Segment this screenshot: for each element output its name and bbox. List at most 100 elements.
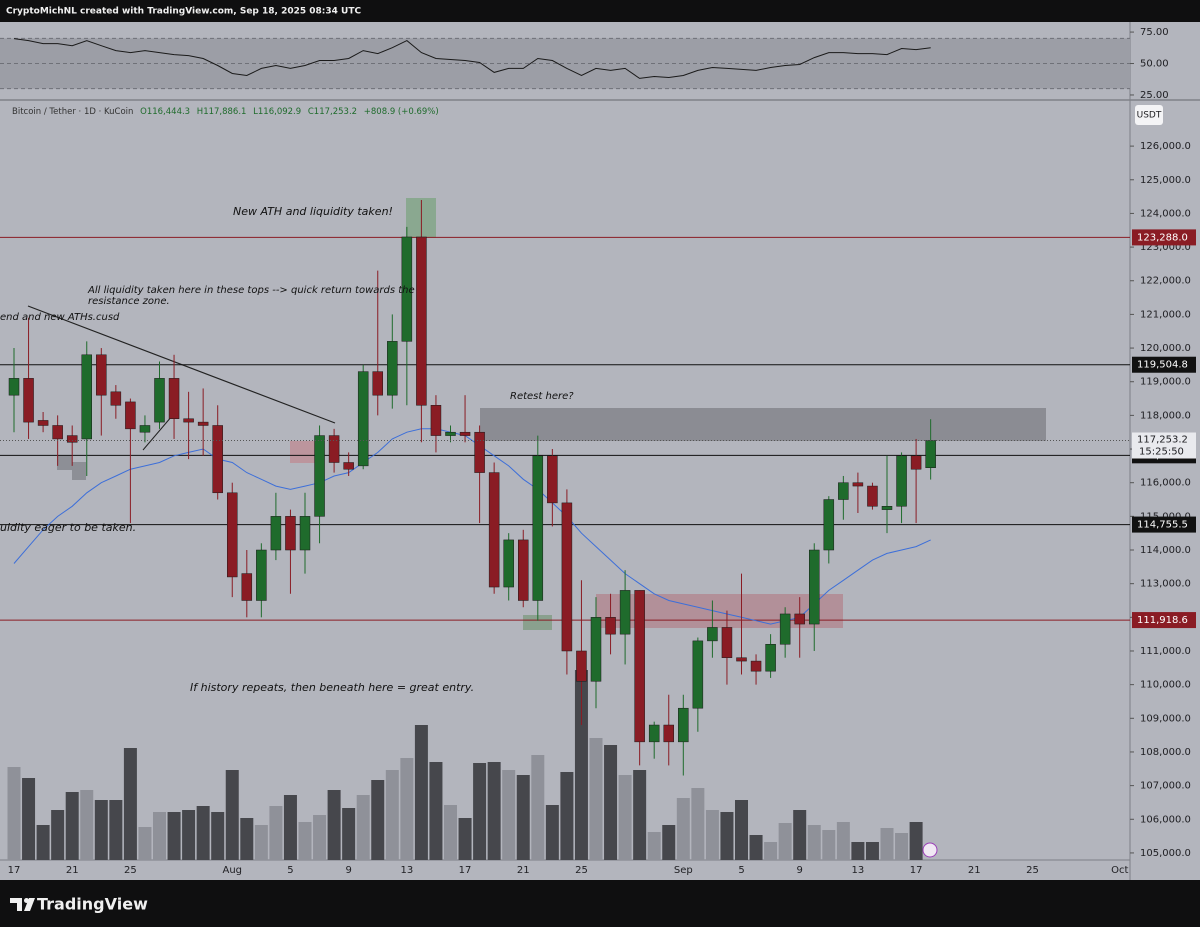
x-tick-label: 25 [124, 865, 137, 876]
volume-bar [720, 812, 734, 860]
marks: 75.00 50.00 25.00 105,000.0 106,000.0 107,000… [0, 27, 1196, 876]
candle-body [794, 613, 805, 625]
ohlc-close: C117,253.2 [307, 107, 358, 117]
candle-body [110, 391, 122, 406]
candle-body [52, 425, 63, 440]
footer-bar [0, 880, 1200, 927]
candle-body [867, 485, 878, 507]
alert-icon[interactable] [922, 842, 938, 858]
candle-body [823, 499, 835, 551]
volume-bar [589, 738, 603, 860]
candle-body [852, 482, 864, 487]
candle-body [256, 549, 267, 601]
candle-body [154, 378, 165, 423]
y-tick-label: 106,000.0 [1140, 814, 1191, 825]
volume-bar [36, 825, 50, 860]
candle-body [503, 539, 514, 588]
volume-bar [545, 805, 559, 860]
volume-bar [909, 822, 923, 860]
volume-bar [313, 815, 327, 860]
candle-body [896, 455, 907, 507]
candle-body [459, 431, 471, 436]
volume-bar [851, 842, 865, 860]
annotation: Retest here? [510, 391, 574, 402]
volume-bar [51, 810, 65, 860]
volume-bar [487, 762, 501, 860]
volume-bar [254, 825, 268, 860]
x-tick-label: 13 [400, 865, 413, 876]
volume-bar [836, 822, 850, 860]
volume-bar [560, 772, 574, 860]
countdown: 15:25:50 [1139, 447, 1184, 458]
x-tick-label: 17 [910, 865, 923, 876]
candle-body [663, 724, 674, 743]
volume-bar [182, 810, 196, 860]
ohlc-change: +808.9 (+0.69%) [363, 107, 439, 117]
candle-body [474, 431, 485, 473]
candle-body [881, 506, 893, 510]
volume-bar [749, 835, 763, 860]
volume-bar [225, 770, 239, 860]
volume-bar [865, 842, 879, 860]
volume-bar [444, 805, 457, 860]
level-label-box [1132, 229, 1196, 246]
candle-body [678, 707, 689, 743]
volume-bar [793, 810, 807, 860]
candle-body [37, 420, 49, 426]
candle-body [634, 590, 645, 743]
candle-body [197, 421, 209, 426]
x-tick-label: 5 [287, 865, 293, 876]
volume-bar [109, 800, 123, 860]
y-tick-label: 120,000.0 [1140, 343, 1191, 354]
candle-body [547, 455, 558, 504]
x-tick-label: 9 [345, 865, 351, 876]
candle-body [299, 516, 311, 551]
volume-bar [94, 800, 108, 860]
candle-body [168, 378, 180, 419]
candle-body [270, 516, 282, 551]
candle-body [910, 455, 922, 470]
volume-bar [822, 830, 836, 860]
y-tick-label: 124,000.0 [1140, 208, 1191, 219]
volume-bar [153, 812, 166, 860]
candle-body [8, 378, 20, 396]
legend: Bitcoin / Tether · 1D · KuCoin O116,444.… [12, 107, 443, 117]
candle-body [692, 640, 704, 709]
volume-bar [414, 725, 428, 860]
volume-bar [604, 745, 618, 860]
liquidity-box [72, 462, 86, 480]
volume-bar [429, 762, 443, 860]
volume-bar [895, 833, 909, 860]
currency-button[interactable] [1135, 105, 1163, 125]
ohlc-low: L116,092.9 [253, 107, 302, 117]
candle-body [285, 516, 296, 551]
currency-label: USDT [1137, 111, 1162, 121]
y-tick-label: 125,000.0 [1140, 175, 1191, 186]
level-label-box [1132, 356, 1196, 373]
y-tick-label: 109,000.0 [1140, 713, 1191, 724]
volume-bar [400, 758, 414, 860]
volume-bar [662, 825, 676, 860]
volume-bar [356, 795, 370, 860]
candle-body [96, 354, 107, 396]
volume-bar [502, 770, 516, 860]
y-tick-label: 107,000.0 [1140, 781, 1191, 792]
candle-body [183, 418, 194, 423]
y-tick-label: 114,000.0 [1140, 545, 1191, 556]
volume-bar [691, 788, 705, 860]
volume-bar [385, 770, 399, 860]
annotation: If history repeats, then beneath here = … [190, 681, 474, 694]
candle-body [328, 435, 340, 463]
candle-body [779, 613, 791, 645]
x-tick-label: 17 [459, 865, 472, 876]
trend-line [142, 415, 173, 451]
volume-bar [123, 748, 137, 860]
symbol: Bitcoin / Tether · 1D · KuCoin [12, 107, 134, 117]
brand-logo [24, 898, 29, 903]
candle-body [736, 657, 747, 662]
x-tick-label: 13 [852, 865, 865, 876]
ohlc-high: H117,886.1 [196, 107, 247, 117]
last-price-box [1132, 432, 1196, 459]
volume-bar [473, 763, 487, 860]
